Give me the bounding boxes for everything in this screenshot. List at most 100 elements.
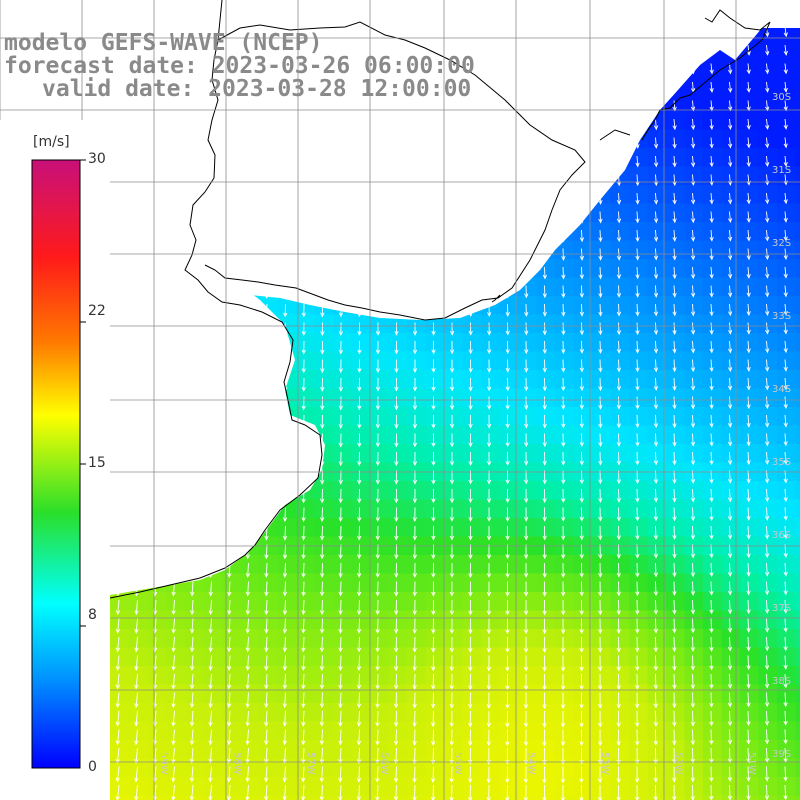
field-cell	[629, 240, 649, 260]
field-cell	[536, 573, 556, 593]
wind-arrow	[189, 766, 195, 783]
field-cell	[333, 407, 353, 427]
field-cell	[111, 758, 131, 778]
field-cell	[388, 481, 408, 501]
field-cell	[370, 351, 390, 371]
field-cell	[684, 333, 704, 353]
field-cell	[481, 444, 501, 464]
field-cell	[647, 203, 667, 223]
field-cell	[721, 758, 741, 778]
field-cell	[721, 647, 741, 667]
field-cell	[148, 647, 168, 667]
wind-arrow	[468, 451, 473, 467]
field-cell	[795, 777, 800, 797]
wind-arrow	[579, 507, 584, 522]
field-cell	[407, 795, 427, 800]
field-cell	[425, 370, 445, 390]
field-cell	[129, 703, 149, 723]
field-cell	[222, 795, 242, 800]
wind-arrow	[635, 507, 640, 522]
wind-arrow	[449, 507, 455, 522]
wind-arrow	[394, 396, 399, 411]
wind-arrow	[653, 562, 659, 578]
wind-arrow	[727, 377, 733, 391]
wind-arrow	[783, 784, 788, 800]
field-cell	[592, 777, 612, 797]
field-cell	[499, 647, 519, 667]
wind-arrow	[635, 655, 640, 672]
wind-arrow	[208, 636, 213, 653]
field-cell	[333, 518, 353, 538]
field-cell	[555, 703, 575, 723]
latitude-label: 34S	[772, 384, 791, 395]
wind-arrow	[431, 470, 436, 485]
field-cell	[610, 259, 630, 279]
wind-arrow	[616, 729, 621, 747]
field-cell	[721, 721, 741, 741]
wind-arrow	[449, 599, 455, 616]
field-cell	[703, 555, 723, 575]
wind-arrow	[245, 581, 250, 597]
wind-arrow	[765, 470, 770, 484]
field-cell	[518, 370, 538, 390]
field-cell	[684, 259, 704, 279]
field-cell	[481, 333, 501, 353]
field-cell	[407, 721, 427, 741]
wind-arrow	[431, 452, 436, 467]
wind-arrow	[690, 137, 696, 149]
field-cell	[777, 666, 797, 686]
wind-arrow	[542, 359, 547, 373]
wind-arrow	[542, 711, 547, 728]
wind-arrow	[746, 322, 751, 335]
wind-arrow	[709, 470, 714, 484]
wind-arrow	[505, 451, 510, 466]
wind-arrow	[449, 322, 455, 336]
wind-arrow	[431, 636, 436, 653]
field-cell	[629, 444, 649, 464]
wind-arrow	[746, 63, 751, 75]
wind-arrow	[486, 470, 492, 485]
field-cell	[333, 703, 353, 723]
wind-arrow	[579, 488, 584, 504]
wind-arrow	[449, 396, 455, 411]
wind-arrow	[486, 488, 492, 504]
wind-arrow	[431, 581, 436, 597]
field-cell	[721, 370, 741, 390]
wind-arrow	[690, 192, 696, 205]
field-cell	[296, 647, 316, 667]
field-cell	[758, 481, 778, 501]
wind-arrow	[783, 766, 788, 782]
title-forecast-date: forecast date: 2023-03-26 06:00:00	[4, 53, 475, 79]
wind-arrow	[375, 692, 380, 709]
wind-arrow	[486, 433, 492, 448]
wind-arrow	[393, 747, 399, 765]
wind-arrow	[356, 747, 362, 765]
wind-arrow	[561, 414, 566, 429]
wind-arrow	[468, 692, 473, 709]
field-cell	[388, 555, 408, 575]
wind-arrow	[468, 729, 473, 747]
field-cell	[351, 795, 371, 800]
field-cell	[425, 629, 445, 649]
field-cell	[684, 148, 704, 168]
wind-arrow	[579, 710, 584, 728]
field-cell	[740, 555, 760, 575]
wind-arrow	[523, 599, 529, 616]
wind-arrow	[653, 525, 659, 541]
field-cell	[185, 777, 205, 797]
wind-arrow	[653, 285, 659, 298]
field-cell	[740, 481, 760, 501]
wind-arrow	[468, 507, 473, 522]
wind-arrow	[783, 229, 788, 242]
wind-arrow	[783, 118, 788, 130]
wind-arrow	[449, 747, 454, 765]
wind-arrow	[523, 674, 529, 691]
field-cell	[703, 129, 723, 149]
wind-arrow	[783, 470, 788, 484]
wind-arrow	[764, 673, 770, 689]
wind-arrow	[487, 322, 492, 336]
field-cell	[296, 740, 316, 760]
field-cell	[296, 758, 316, 778]
field-cell	[795, 721, 800, 741]
wind-arrow	[356, 581, 362, 597]
